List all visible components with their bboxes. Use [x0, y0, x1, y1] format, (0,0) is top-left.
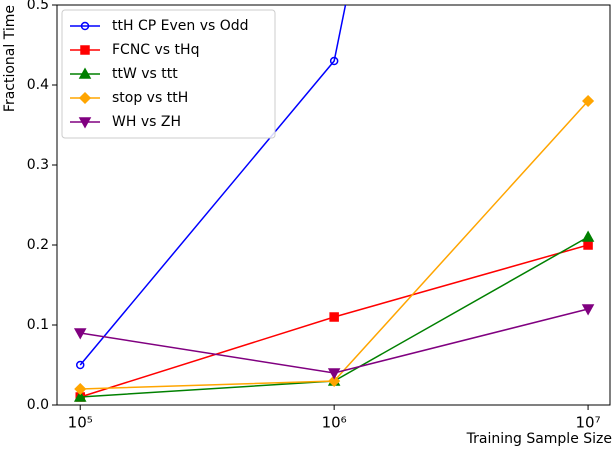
data-point	[73, 328, 87, 340]
data-point	[327, 368, 341, 380]
legend-box	[61, 9, 276, 139]
legend-marker	[78, 91, 92, 105]
data-point	[329, 56, 339, 66]
series-line	[79, 5, 347, 366]
y-tick-label: 0.4	[27, 77, 49, 93]
legend-marker	[80, 45, 90, 55]
data-point	[329, 312, 339, 322]
y-tick-label: 0.3	[27, 157, 49, 173]
legend-marker	[80, 21, 90, 31]
legend-label: ttW vs ttt	[112, 66, 178, 82]
series-line	[80, 100, 589, 390]
plot-frame	[56, 4, 611, 406]
plot-area	[73, 5, 595, 402]
legend-label: FCNC vs tHq	[112, 42, 199, 58]
legend-marker	[78, 67, 92, 79]
data-point	[74, 382, 87, 396]
legend-label: stop vs ttH	[112, 90, 188, 106]
data-point	[582, 94, 595, 108]
y-tick-label: 0.5	[27, 0, 49, 13]
data-point	[583, 240, 593, 250]
x-tick-label: 10⁶	[322, 414, 347, 432]
legend-marker	[78, 117, 92, 129]
y-tick-label: 0.1	[27, 317, 49, 333]
legend-label: WH vs ZH	[112, 114, 181, 130]
x-tick-label: 10⁵	[68, 414, 93, 432]
data-point	[581, 230, 595, 242]
data-point	[581, 304, 595, 316]
x-axis-label: Training Sample Size	[466, 431, 612, 447]
data-point	[75, 360, 85, 370]
x-tick-label: 10⁷	[576, 414, 601, 432]
y-axis-label: Fractional Time	[2, 5, 18, 112]
data-point	[73, 390, 87, 402]
y-tick-label: 0.0	[27, 397, 49, 413]
y-tick-label: 0.2	[27, 237, 49, 253]
legend-label: ttH CP Even vs Odd	[112, 18, 249, 34]
data-point	[328, 374, 341, 388]
